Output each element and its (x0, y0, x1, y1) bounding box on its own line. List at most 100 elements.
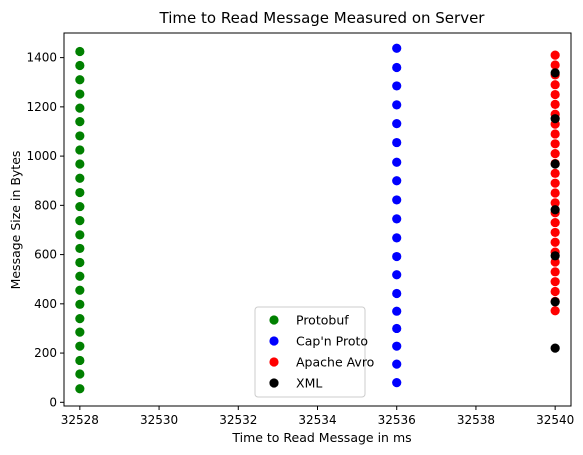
point-protobuf-14 (75, 187, 85, 198)
point-protobuf-24 (75, 46, 85, 57)
y-axis-label: Message Size in Bytes (8, 151, 23, 290)
point-apache-avro-12 (550, 188, 560, 198)
point-apache-avro-7 (550, 237, 560, 247)
x-tick-label-1: 32530 (140, 413, 178, 427)
y-tick-label-4: 800 (34, 198, 57, 212)
point-protobuf-12 (75, 216, 85, 226)
point-apache-avro-9 (550, 217, 560, 228)
y-tick-label-5: 1000 (26, 149, 57, 163)
point-cap-n-proto-3 (392, 323, 402, 334)
point-apache-avro-13 (550, 178, 560, 188)
legend-label-3: XML (296, 376, 322, 391)
legend: Protobuf Cap'n Proto Apache Avro XML (254, 306, 374, 398)
point-apache-avro-11 (550, 198, 560, 208)
point-apache-avro-2 (550, 286, 560, 297)
point-protobuf-23 (75, 60, 85, 71)
point-apache-avro-14 (550, 168, 560, 178)
point-protobuf-8 (75, 271, 85, 281)
point-protobuf-9 (75, 257, 85, 268)
y-tick-label-1: 200 (34, 346, 57, 360)
legend-marker-1 (269, 336, 279, 346)
point-cap-n-proto-8 (392, 233, 402, 243)
point-protobuf-22 (75, 75, 85, 85)
point-apache-avro-22 (550, 89, 560, 100)
point-xml-2 (550, 251, 560, 261)
point-protobuf-2 (75, 355, 85, 366)
data-points (75, 43, 560, 394)
y-axis: 0 200 400 600 800 1000 1200 1400 (26, 51, 64, 409)
point-apache-avro-0 (550, 306, 560, 316)
point-protobuf-18 (75, 131, 85, 141)
point-protobuf-0 (75, 384, 85, 394)
point-apache-avro-23 (550, 80, 560, 90)
point-apache-avro-25 (550, 60, 560, 70)
point-cap-n-proto-0 (392, 378, 402, 388)
point-apache-avro-3 (550, 277, 560, 287)
point-xml-1 (550, 297, 560, 307)
point-xml-3 (550, 205, 560, 215)
point-protobuf-16 (75, 159, 85, 169)
y-tick-label-0: 0 (49, 395, 57, 409)
x-tick-label-4: 32536 (378, 413, 416, 427)
point-apache-avro-17 (550, 139, 560, 149)
point-protobuf-19 (75, 117, 85, 127)
point-protobuf-21 (75, 89, 85, 99)
y-tick-label-3: 600 (34, 248, 57, 262)
point-xml-5 (550, 114, 560, 124)
point-protobuf-20 (75, 103, 85, 113)
point-cap-n-proto-16 (392, 81, 402, 91)
point-apache-avro-18 (550, 129, 560, 139)
point-apache-avro-16 (550, 149, 560, 159)
point-cap-n-proto-14 (392, 119, 402, 129)
x-axis-label: Time to Read Message in ms (231, 430, 411, 445)
x-tick-label-2: 32532 (219, 413, 257, 427)
point-apache-avro-21 (550, 99, 560, 109)
point-cap-n-proto-15 (392, 100, 402, 110)
chart-title: Time to Read Message Measured on Server (159, 9, 486, 27)
legend-label-1: Cap'n Proto (296, 334, 368, 349)
x-tick-label-3: 32534 (298, 413, 336, 427)
point-protobuf-11 (75, 230, 85, 240)
legend-marker-2 (269, 357, 279, 367)
legend-marker-0 (269, 315, 279, 325)
legend-box (254, 306, 366, 398)
point-protobuf-17 (75, 145, 85, 155)
point-cap-n-proto-11 (392, 176, 402, 186)
point-xml-4 (550, 159, 560, 169)
x-tick-label-6: 32540 (536, 413, 574, 427)
point-protobuf-4 (75, 327, 85, 337)
point-cap-n-proto-17 (392, 62, 402, 73)
point-apache-avro-8 (550, 227, 560, 238)
x-tick-label-5: 32538 (457, 413, 495, 427)
y-tick-label-2: 400 (34, 297, 57, 311)
point-apache-avro-4 (550, 267, 560, 277)
y-tick-label-7: 1400 (26, 51, 57, 65)
point-cap-n-proto-13 (392, 137, 402, 148)
y-tick-label-6: 1200 (26, 100, 57, 114)
point-cap-n-proto-2 (392, 341, 402, 351)
point-protobuf-5 (75, 313, 85, 324)
point-xml-0 (550, 343, 560, 353)
point-cap-n-proto-10 (392, 195, 402, 205)
point-cap-n-proto-6 (392, 270, 402, 280)
point-protobuf-13 (75, 201, 85, 212)
point-cap-n-proto-4 (392, 306, 402, 316)
point-cap-n-proto-1 (392, 359, 402, 369)
legend-label-0: Protobuf (296, 313, 349, 328)
point-protobuf-1 (75, 369, 85, 379)
point-protobuf-7 (75, 285, 85, 295)
point-cap-n-proto-18 (392, 43, 402, 53)
point-protobuf-3 (75, 341, 85, 351)
point-protobuf-10 (75, 243, 85, 254)
point-cap-n-proto-7 (392, 251, 402, 262)
point-cap-n-proto-12 (392, 157, 402, 167)
point-cap-n-proto-9 (392, 214, 402, 224)
point-apache-avro-26 (550, 50, 560, 60)
point-xml-6 (550, 68, 560, 78)
point-protobuf-15 (75, 173, 85, 183)
point-protobuf-6 (75, 299, 85, 309)
legend-marker-3 (269, 378, 279, 388)
x-axis: 32528 32530 32532 32534 32536 32538 32540 (61, 406, 574, 427)
legend-label-2: Apache Avro (296, 355, 374, 370)
